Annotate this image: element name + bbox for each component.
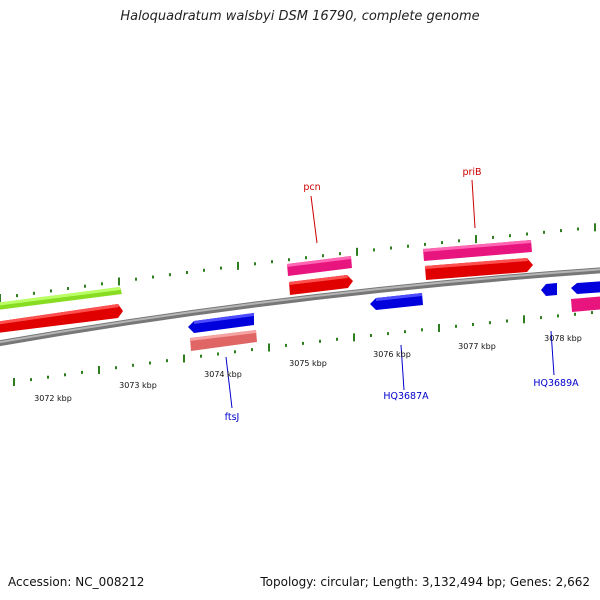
gene-feature-prib[interactable] <box>425 258 533 280</box>
gene-feature-red-left[interactable] <box>0 304 123 333</box>
reverse-features <box>188 281 600 351</box>
gene-feature-ftsj[interactable] <box>188 313 254 333</box>
scale-label: 3072 kbp <box>34 394 72 403</box>
scale-label: 3076 kbp <box>373 350 411 359</box>
gene-feature-pcn-rna[interactable] <box>287 256 352 276</box>
map-title: Haloquadratum walsbyi DSM 16790, complet… <box>120 9 480 24</box>
gene-feature-ftsj-rna[interactable] <box>190 330 257 351</box>
accession-label: Accession: NC_008212 <box>8 575 145 589</box>
gene-feature-green[interactable] <box>0 287 122 310</box>
gene-feature-hq3689a[interactable] <box>541 283 557 296</box>
genome-backbone <box>0 267 600 347</box>
gene-labels: pcn priB ftsJ HQ3687A HQ3689A <box>225 167 579 423</box>
scale-label: 3075 kbp <box>289 359 327 368</box>
genome-summary: Topology: circular; Length: 3,132,494 bp… <box>260 575 590 589</box>
gene-label-ftsj[interactable]: ftsJ <box>225 412 240 423</box>
genome-backbone-highlight <box>0 268 600 344</box>
scale-labels: 3072 kbp 3073 kbp 3074 kbp 3075 kbp 3076… <box>34 334 582 403</box>
gene-label-pcn[interactable]: pcn <box>303 182 320 193</box>
gene-label-prib[interactable]: priB <box>462 167 481 178</box>
scale-label: 3073 kbp <box>119 381 157 390</box>
gene-feature-hq3687a[interactable] <box>370 293 423 310</box>
label-leaders <box>225 179 555 409</box>
scale-label: 3074 kbp <box>204 370 242 379</box>
gene-feature-prib-rna[interactable] <box>423 240 532 261</box>
gene-label-hq3687a[interactable]: HQ3687A <box>383 391 429 402</box>
gene-feature-reverse-right[interactable] <box>571 281 600 294</box>
gene-feature-rna-right[interactable] <box>571 296 600 312</box>
gene-label-hq3689a[interactable]: HQ3689A <box>533 378 579 389</box>
scale-label: 3077 kbp <box>458 342 496 351</box>
gene-feature-pcn[interactable] <box>289 275 353 295</box>
forward-features <box>0 240 600 333</box>
scale-label: 3078 kbp <box>544 334 582 343</box>
ruler-ticks <box>0 223 596 386</box>
